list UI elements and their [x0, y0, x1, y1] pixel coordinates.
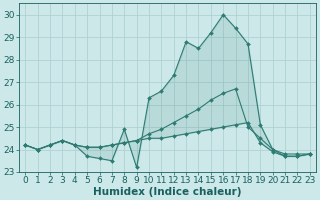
X-axis label: Humidex (Indice chaleur): Humidex (Indice chaleur)	[93, 187, 242, 197]
